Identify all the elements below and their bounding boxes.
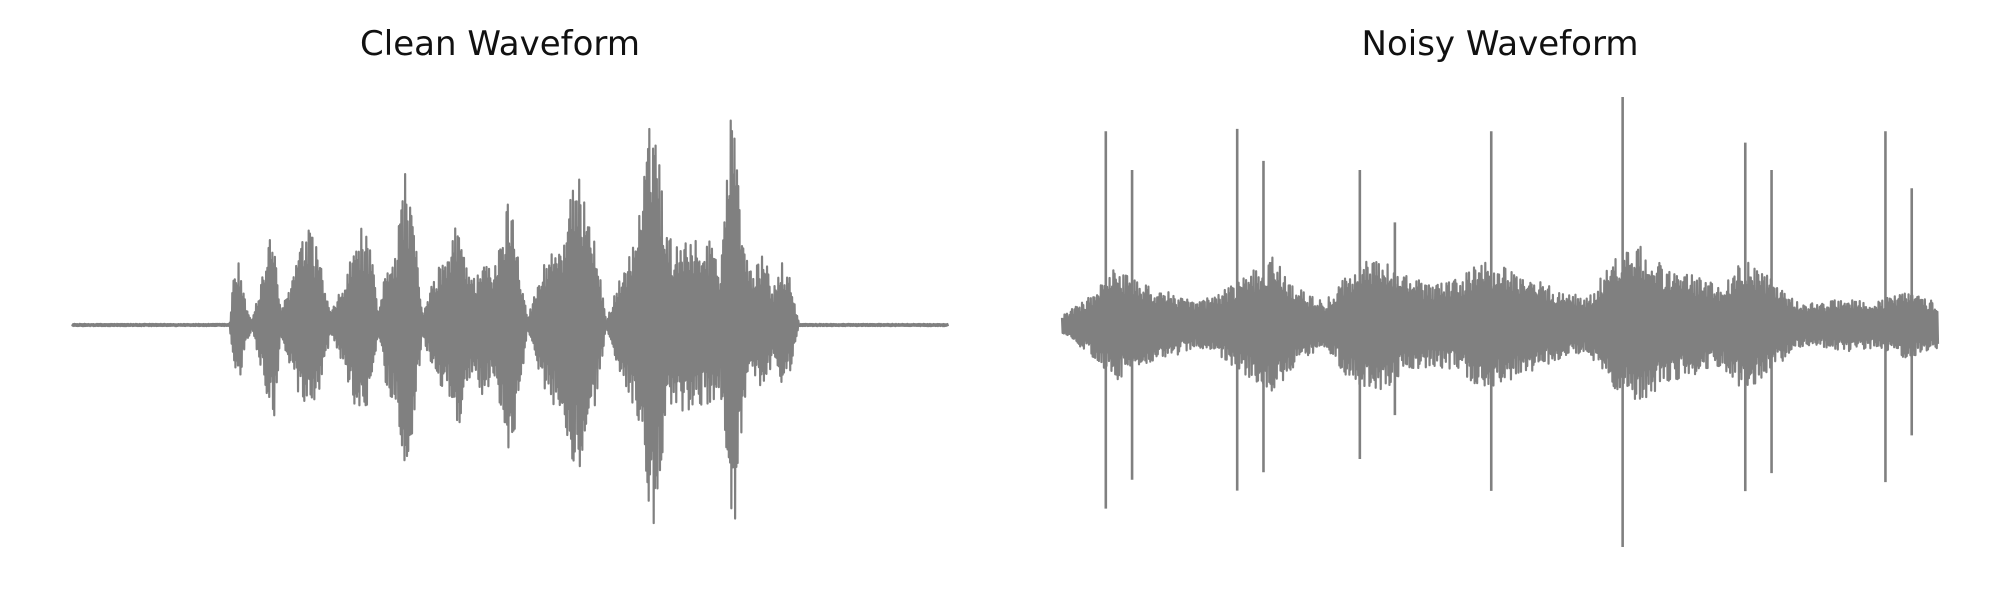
noisy-waveform-title: Noisy Waveform	[1361, 24, 1639, 64]
clean-waveform-plot	[71, 119, 950, 525]
clean-waveform-title: Clean Waveform	[360, 24, 640, 64]
clean-waveform-panel: Clean Waveform	[71, 24, 950, 525]
noisy-waveform-line	[1060, 245, 1940, 400]
clean-waveform-line	[71, 119, 950, 525]
noisy-waveform-plot	[1060, 97, 1940, 548]
noisy-waveform-panel: Noisy Waveform	[1000, 0, 2000, 600]
